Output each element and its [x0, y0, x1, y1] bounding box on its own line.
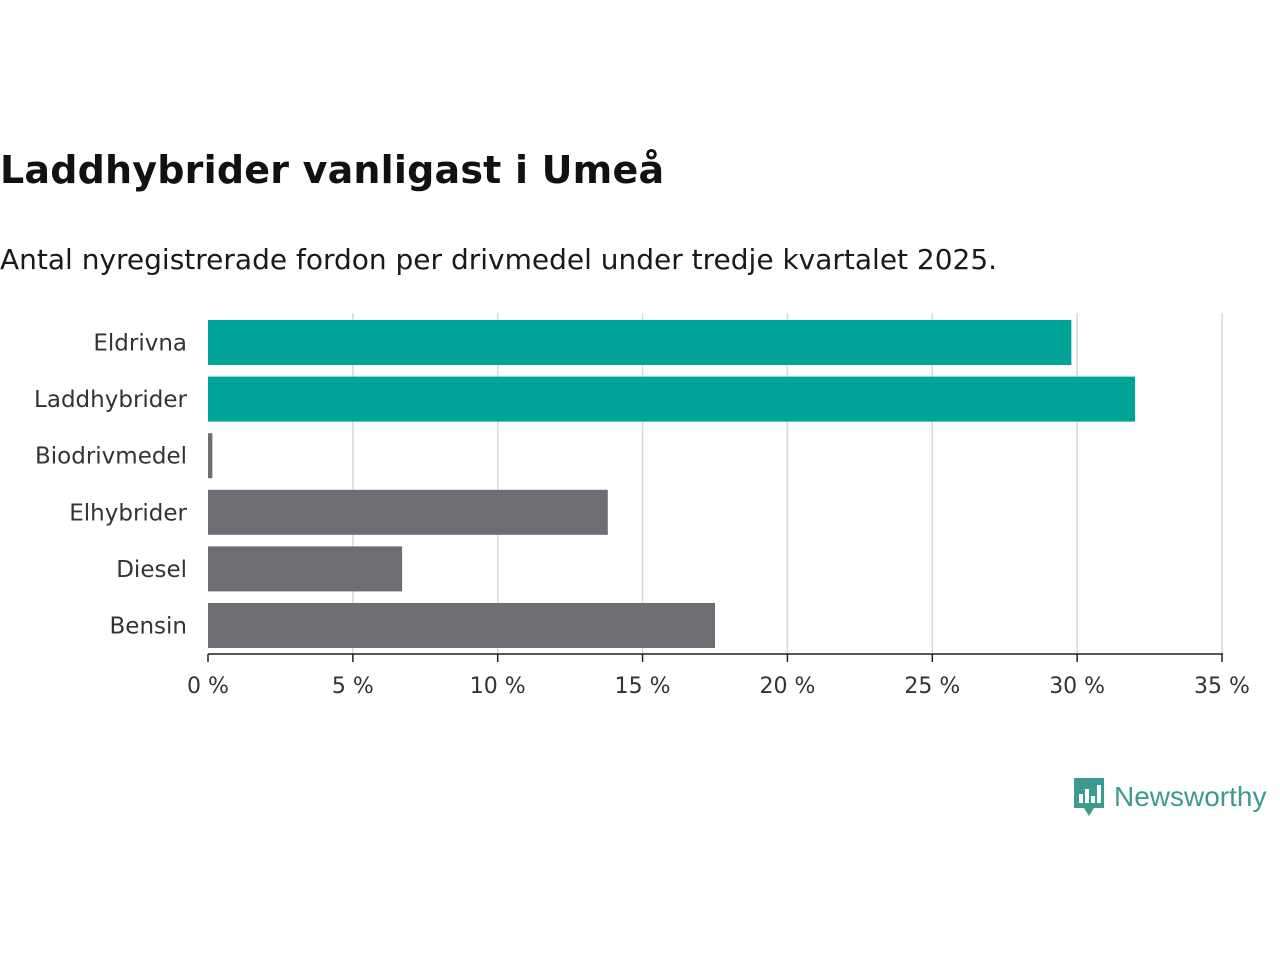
bar-chart-speech-bubble-icon	[1074, 778, 1104, 816]
x-tick-label: 5 %	[332, 674, 374, 699]
category-label: Eldrivna	[93, 331, 187, 357]
bar	[208, 320, 1072, 365]
x-tick-label: 10 %	[470, 674, 526, 699]
brand-name: Newsworthy	[1114, 781, 1267, 812]
category-label: Bensin	[110, 614, 187, 640]
x-tick-label: 20 %	[759, 674, 815, 699]
bar	[208, 489, 608, 535]
bar	[208, 376, 1136, 422]
category-label: Biodrivmedel	[35, 444, 187, 470]
x-tick-label: 0 %	[187, 674, 229, 699]
category-label: Laddhybrider	[34, 387, 187, 413]
chart-subtitle: Antal nyregistrerade fordon per drivmede…	[0, 243, 998, 276]
x-axis: 0 % 5 % 10 % 15 % 20 % 25 % 30 % 35 %	[187, 653, 1250, 699]
x-tick-label: 30 %	[1049, 674, 1105, 699]
bar	[208, 546, 403, 592]
bar-chart: Eldrivna Laddhybrider Biodrivmedel Elhybrid…	[34, 313, 1250, 699]
category-label: Diesel	[116, 557, 187, 583]
category-labels: Eldrivna Laddhybrider Biodrivmedel Elhybrid…	[34, 331, 187, 640]
x-tick-label: 35 %	[1194, 674, 1250, 699]
chart-title: Laddhybrider vanligast i Umeå	[0, 148, 665, 192]
bar	[208, 603, 715, 648]
gridlines	[352, 313, 1223, 654]
category-label: Elhybrider	[69, 500, 187, 526]
x-tick-label: 25 %	[904, 674, 960, 699]
bars	[208, 320, 1136, 648]
x-tick-label: 15 %	[615, 674, 671, 699]
newsworthy-logo: Newsworthy	[1072, 776, 1266, 818]
bar	[208, 433, 213, 479]
